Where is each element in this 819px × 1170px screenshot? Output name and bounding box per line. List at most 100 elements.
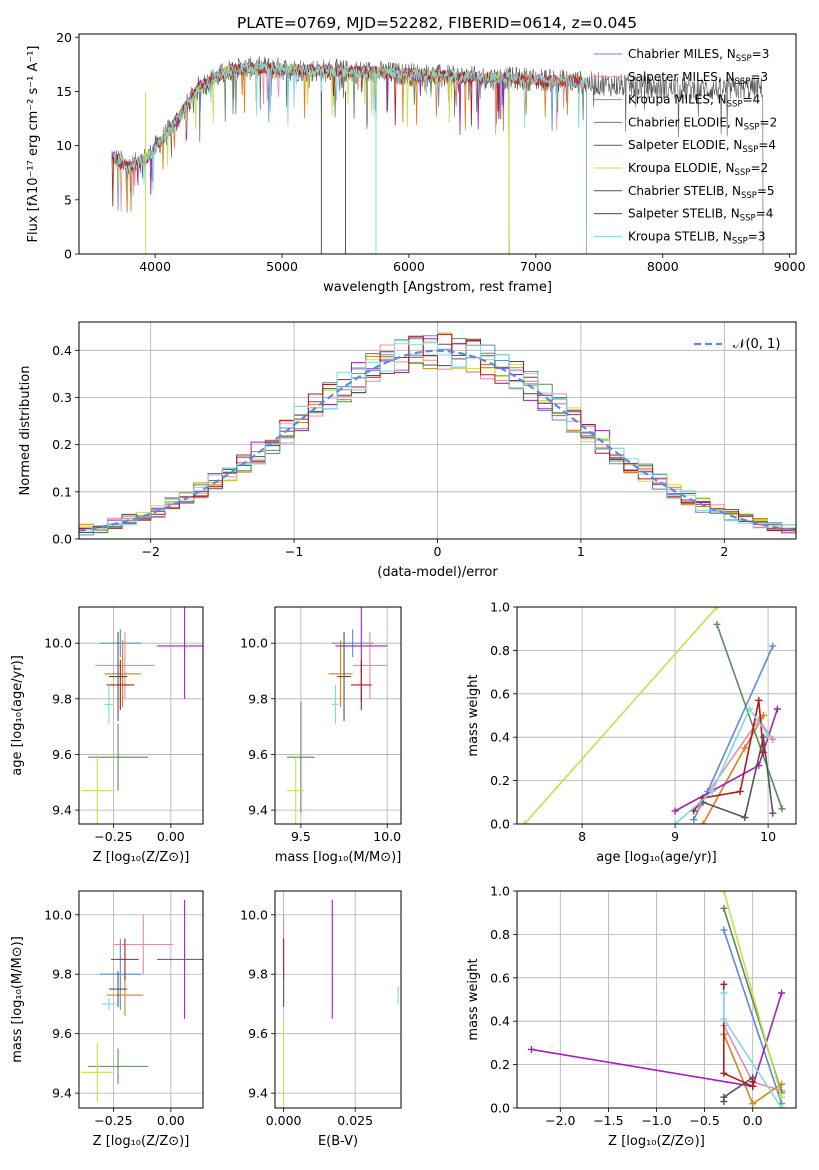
x-tick-label: −1 xyxy=(285,544,303,559)
errorbar-point xyxy=(104,640,141,708)
y-tick-label: 1.0 xyxy=(490,884,510,899)
y-tick-label: 9.6 xyxy=(248,747,268,762)
weight-marker xyxy=(759,748,767,756)
y-tick-label: 0.0 xyxy=(490,1101,510,1116)
axes-z-age: −0.25 0.00 9.4 9.6 9.8 10.0 Z [log₁₀(Z/Z⊙)] age… xyxy=(10,606,204,865)
weight-series xyxy=(699,712,767,824)
x-axis-label: Z [log₁₀(Z/Z⊙)] xyxy=(93,850,190,865)
x-tick-label: −0.25 xyxy=(94,1113,132,1128)
weight-line xyxy=(723,1076,754,1102)
weight-marker xyxy=(759,712,767,719)
x-tick-label: 1 xyxy=(577,544,585,559)
x-tick-label: 6000 xyxy=(393,259,425,274)
y-tick-label: 9.4 xyxy=(248,1086,268,1101)
weight-marker xyxy=(708,787,716,795)
spectrum-series-line xyxy=(111,62,587,254)
x-tick-label: 9000 xyxy=(774,259,806,274)
axes-mass-age: 9.5 10.0 9.4 9.6 9.8 10.0 mass [log₁₀(M/M⊙)] xyxy=(240,606,402,865)
y-tick-label: 0.0 xyxy=(52,532,72,547)
weight-marker xyxy=(699,820,707,824)
weight-marker xyxy=(778,1104,786,1108)
errorbar-point xyxy=(331,629,374,658)
plot-area-mass-age xyxy=(287,607,388,824)
plot-area-z-age xyxy=(81,607,203,824)
weight-marker xyxy=(527,1045,535,1053)
weight-marker xyxy=(778,805,786,813)
y-tick-label: 5 xyxy=(64,192,72,207)
legend-entry-label: Kroupa STELIB, NSSP=3 xyxy=(628,229,766,246)
weight-marker xyxy=(759,733,767,741)
y-tick-label: 0.2 xyxy=(490,1057,510,1072)
spectrum-series-line xyxy=(111,61,587,254)
weight-marker xyxy=(778,989,786,997)
y-tick-label: 0.0 xyxy=(490,817,510,832)
x-tick-label: 0.0 xyxy=(743,1113,763,1128)
weight-line xyxy=(523,607,718,824)
y-tick-label: 9.4 xyxy=(52,1086,72,1101)
weight-line xyxy=(723,929,783,1104)
x-tick-label: −0.25 xyxy=(94,829,132,844)
y-tick-label: 0.4 xyxy=(490,730,510,745)
weight-series xyxy=(690,642,777,824)
weight-marker xyxy=(720,1015,728,1023)
x-axis-label: Z [log₁₀(Z/Z⊙)] xyxy=(93,1134,190,1149)
errorbar-point xyxy=(99,629,141,658)
errorbar-point xyxy=(157,899,203,1019)
errorbar-point xyxy=(352,632,388,699)
errorbar-point xyxy=(157,607,203,699)
errorbar-point xyxy=(106,974,144,1016)
weight-marker xyxy=(764,731,772,739)
x-tick-label: −2 xyxy=(141,544,159,559)
y-tick-label: 0.3 xyxy=(52,390,72,405)
weight-series xyxy=(720,980,757,1090)
weight-marker xyxy=(520,820,528,824)
y-tick-label: 10.0 xyxy=(44,907,72,922)
axes-frame xyxy=(516,606,797,825)
weight-marker xyxy=(755,696,763,704)
legend-entry-label: Chabrier ELODIE, NSSP=2 xyxy=(628,115,777,132)
weight-line xyxy=(702,737,774,819)
x-axis-label: E(B-V) xyxy=(318,1134,358,1149)
y-axis-label: mass weight xyxy=(466,674,481,756)
y-tick-label: 9.6 xyxy=(248,1026,268,1041)
y-tick-label: 9.6 xyxy=(52,1026,72,1041)
x-tick-label: 0 xyxy=(434,544,442,559)
errorbar-point xyxy=(81,1042,114,1103)
legend-spectrum: Chabrier MILES, NSSP=3 Salpeter MILES, NS… xyxy=(594,47,777,246)
x-tick-label: 4000 xyxy=(139,259,171,274)
weight-marker xyxy=(720,1093,728,1101)
weight-line xyxy=(674,707,769,824)
x-tick-label: −0.5 xyxy=(689,1113,719,1128)
weight-line xyxy=(716,624,783,810)
plot-area-spectrum xyxy=(111,56,764,254)
x-tick-label: 10 xyxy=(760,829,776,844)
weight-marker xyxy=(778,1093,786,1101)
weight-series xyxy=(520,607,721,824)
axes-residuals: −2 −1 0 1 2 0.0 0.1 0.2 0.3 0.4 (data-model)/error… xyxy=(18,321,797,580)
weight-line xyxy=(723,891,783,1098)
y-tick-label: 0.4 xyxy=(490,1014,510,1029)
errorbar-point xyxy=(88,723,148,791)
y-tick-label: 0.4 xyxy=(52,343,72,358)
plot-area-z-weight xyxy=(527,891,786,1108)
y-axis-label: age [log₁₀(age/yr)] xyxy=(10,655,25,776)
weight-marker xyxy=(720,904,728,912)
errorbar-point xyxy=(81,757,114,824)
x-axis-label: Z [log₁₀(Z/Z⊙)] xyxy=(608,1134,705,1149)
errorbar-point xyxy=(113,914,174,975)
histogram-series xyxy=(79,340,796,532)
y-tick-label: 0.2 xyxy=(52,437,72,452)
x-axis-label: mass [log₁₀(M/M⊙)] xyxy=(275,850,402,865)
weight-series xyxy=(720,891,786,1101)
reference-normal-curve xyxy=(79,349,796,532)
y-tick-label: 20 xyxy=(56,30,72,45)
errorbar-point xyxy=(328,640,353,708)
y-tick-label: 9.8 xyxy=(52,691,72,706)
x-tick-label: 0.025 xyxy=(337,1113,373,1128)
y-tick-label: 9.8 xyxy=(248,691,268,706)
axes-age-weight: 8 9 10 0.0 0.2 0.4 0.6 0.8 1.0 age [log₁₀(age/yr)… xyxy=(466,600,797,865)
x-tick-label: 0.000 xyxy=(266,1113,302,1128)
y-tick-label: 0.8 xyxy=(490,927,510,942)
errorbar-point xyxy=(337,632,351,722)
